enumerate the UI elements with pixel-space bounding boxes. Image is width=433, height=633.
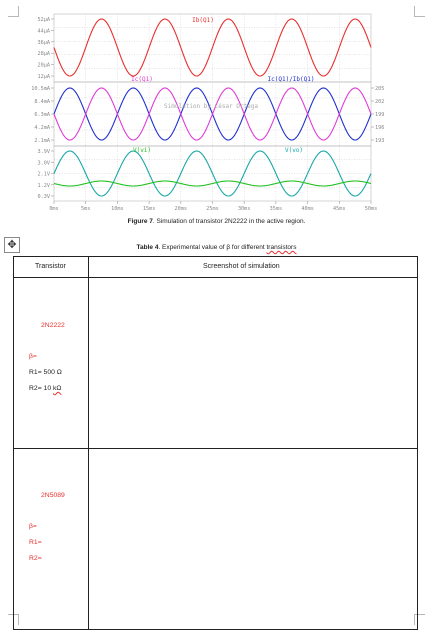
page-corner-mark — [414, 614, 425, 625]
figure-caption: Figure 7. Simulation of transistor 2N222… — [0, 218, 433, 225]
y-tick-label-right: 202 — [375, 99, 384, 105]
page-corner-mark — [8, 6, 19, 17]
beta-table: Transistor Screenshot of simulation 2N22… — [13, 256, 418, 630]
vi-trace — [53, 180, 372, 187]
trace-label-vo: V(vo) — [285, 147, 303, 154]
y-tick-label: 8.4mA — [34, 99, 50, 105]
x-tick-label: 25ms — [206, 206, 219, 212]
x-tick-label: 45ms — [333, 206, 346, 212]
y-tick-label: 2.1V — [38, 172, 51, 178]
figure-caption-text: . Simulation of transistor 2N2222 in the… — [152, 218, 306, 225]
y-tick-label-right: 193 — [375, 138, 384, 144]
y-tick-label-right: 196 — [375, 125, 384, 131]
ib-trace — [53, 18, 372, 77]
row2-transistor-name: 2N5089 — [41, 492, 65, 499]
table-row-divider — [14, 448, 417, 449]
table-label: Table 4 — [136, 244, 159, 251]
y-tick-label: 1.2V — [38, 183, 51, 189]
row1-r2-unit: kΩ — [53, 385, 62, 392]
table-header-divider — [14, 277, 417, 278]
x-tick-label: 40ms — [301, 206, 314, 212]
row2-r1: R1= — [29, 539, 42, 546]
x-tick-label: 30ms — [238, 206, 251, 212]
y-tick-label: 3.0V — [38, 160, 51, 166]
y-tick-label: 3.9V — [38, 149, 51, 155]
table-column-divider — [88, 257, 89, 629]
x-tick-label: 5ms — [81, 206, 90, 212]
trace-label-vi: V(vi) — [133, 147, 151, 154]
simulation-plot: Ib(Q1) 52µA 44µA 36µA 28µA 20µA 12µA Ic(Q1) I… — [31, 13, 384, 212]
plot-panel-voltage: V(vi) V(vo) 3.9V 3.0V 2.1V 1.2V 0.3V — [38, 145, 372, 202]
row1-r1: R1= 500 Ω — [29, 369, 62, 376]
x-tick-label: 0ms — [49, 206, 58, 212]
trace-label-ratio: Ic(Q1)/Ib(Q1) — [268, 76, 315, 83]
y-tick-label: 4.2mA — [34, 125, 50, 131]
table-move-handle-icon[interactable]: ✥ — [4, 237, 20, 253]
y-tick-label: 12µA — [38, 74, 51, 80]
plot-panel-ib: Ib(Q1) 52µA 44µA 36µA 28µA 20µA 12µA — [38, 13, 372, 83]
x-axis-ticks: 0ms 5ms 10ms 15ms 20ms 25ms 30ms 35ms 40ms 45ms 50… — [49, 201, 377, 212]
row1-beta: β= — [29, 353, 37, 360]
y-tick-label: 6.3mA — [34, 112, 50, 118]
table-caption: Table 4. Experimental value of β for dif… — [0, 244, 433, 251]
plot-panel-ic: Ic(Q1) Ic(Q1)/Ib(Q1) Simulation by César… — [31, 76, 384, 147]
x-tick-label: 50ms — [365, 206, 378, 212]
vo-trace — [53, 150, 372, 197]
row2-beta: β= — [29, 523, 37, 530]
y-tick-label: 2.1mA — [34, 138, 50, 144]
page-corner-mark — [414, 6, 425, 17]
row1-r2: R2= 10 kΩ — [29, 385, 61, 392]
row1-r2-text: R2= 10 — [29, 385, 53, 392]
y-tick-label: 10.5mA — [31, 86, 51, 92]
y-tick-label: 20µA — [38, 63, 51, 69]
x-tick-label: 35ms — [270, 206, 283, 212]
y-tick-label: 36µA — [38, 40, 51, 46]
y-tick-label: 28µA — [38, 51, 51, 57]
x-tick-label: 15ms — [143, 206, 156, 212]
header-transistor: Transistor — [35, 263, 66, 270]
plot-watermark: Simulation by César Ortega — [164, 103, 258, 110]
y-tick-label: 52µA — [38, 17, 51, 23]
trace-label-ib: Ib(Q1) — [192, 17, 214, 24]
row2-r2: R2= — [29, 555, 42, 562]
trace-label-ic: Ic(Q1) — [131, 76, 153, 83]
table-caption-text: . Experimental value of β for different — [158, 244, 267, 251]
y-tick-label: 44µA — [38, 28, 51, 34]
y-tick-label: 0.3V — [38, 194, 51, 200]
figure-label: Figure 7 — [127, 218, 153, 225]
x-tick-label: 20ms — [175, 206, 188, 212]
table-caption-misspelled: transistors — [266, 244, 297, 251]
y-tick-label-right: 199 — [375, 112, 384, 118]
x-tick-label: 10ms — [111, 206, 124, 212]
row1-transistor-name: 2N2222 — [41, 322, 65, 329]
ic-trace — [53, 87, 372, 141]
y-tick-label-right: 205 — [375, 86, 384, 92]
header-screenshot: Screenshot of simulation — [203, 263, 280, 270]
